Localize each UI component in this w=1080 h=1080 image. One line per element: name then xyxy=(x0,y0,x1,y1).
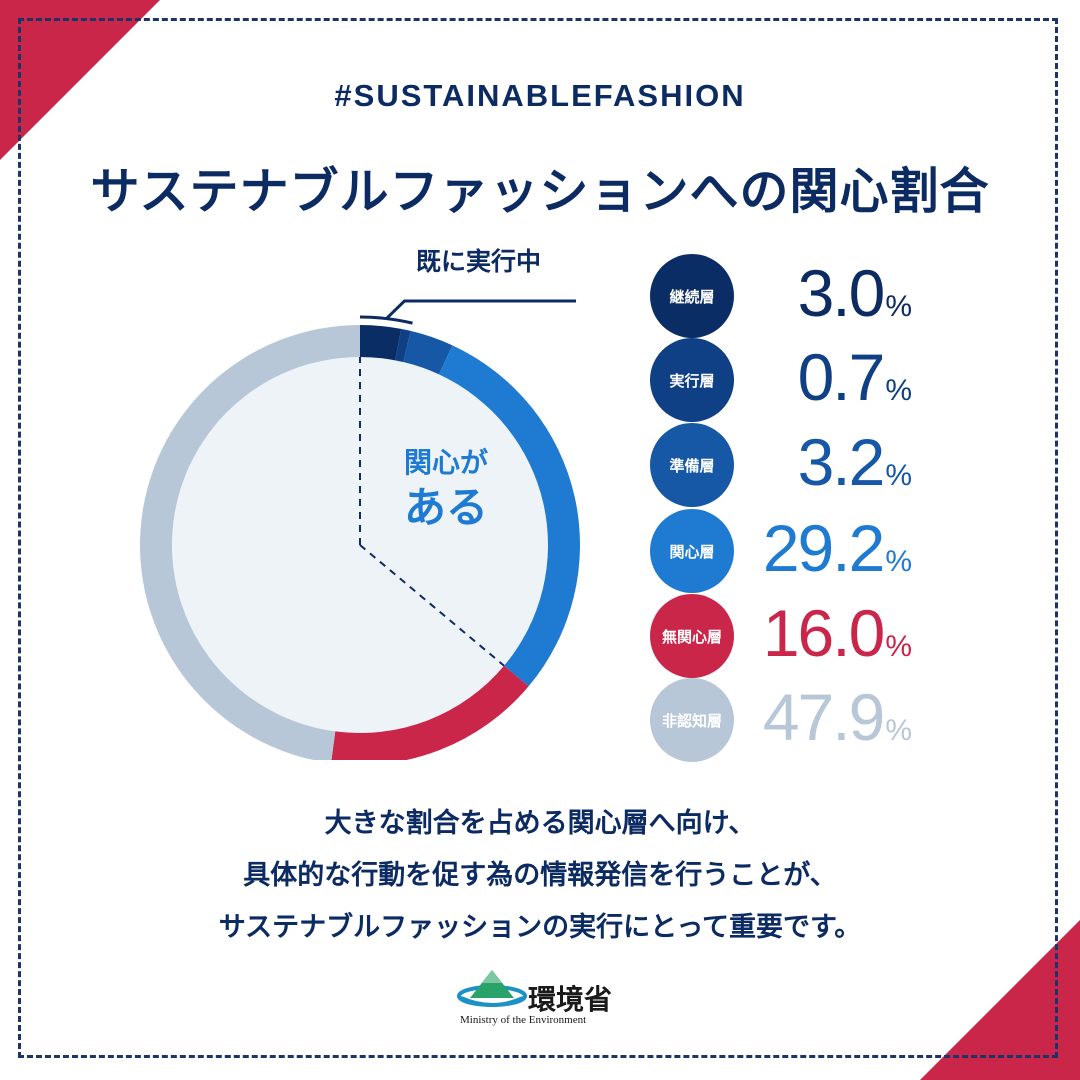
legend-item: 実行層 0.7% xyxy=(650,338,930,422)
value-number: 3.0 xyxy=(797,256,886,330)
percent-sign: % xyxy=(885,459,912,492)
value-number: 16.0 xyxy=(762,596,885,670)
annotation-bracket xyxy=(359,315,413,325)
body-line-2: 具体的な行動を促す為の情報発信を行うことが、 xyxy=(243,860,837,891)
logo-name: 環境省 xyxy=(528,983,613,1016)
donut-slice-実行層 xyxy=(395,328,411,363)
percent-sign: % xyxy=(885,290,912,323)
legend-value: 47.9% xyxy=(763,684,912,750)
legend-badge: 非認知層 xyxy=(650,678,734,762)
donut-slice-継続層 xyxy=(360,325,402,361)
percent-sign: % xyxy=(885,374,912,407)
annotation-leader-line xyxy=(385,299,576,320)
donut-slice-非認知層 xyxy=(140,325,360,760)
corner-triangle-top-left xyxy=(0,0,160,160)
donut-chart: 既に実行中 関心が ある xyxy=(140,247,580,760)
legend-badge: 準備層 xyxy=(650,423,734,507)
donut-slice-無関心層 xyxy=(331,665,529,760)
value-number: 47.9 xyxy=(762,680,885,754)
value-number: 0.7 xyxy=(797,340,886,414)
legend-badge: 実行層 xyxy=(650,338,734,422)
legend-value: 3.0% xyxy=(798,260,912,326)
legend-value: 3.2% xyxy=(798,429,912,495)
body-line-3: サステナブルファッションの実行にとって重要です。 xyxy=(218,912,862,943)
legend-badge: 関心層 xyxy=(650,509,734,593)
value-number: 3.2 xyxy=(797,425,886,499)
divider-line-split xyxy=(359,544,505,667)
donut-slice-準備層 xyxy=(403,330,453,375)
center-label-line2: ある xyxy=(404,483,488,532)
logo-subtitle: Ministry of the Environment xyxy=(460,1014,587,1026)
hashtag: #SUSTAINABLEFASHION xyxy=(334,78,746,113)
percent-sign: % xyxy=(885,545,912,578)
legend-item: 準備層 3.2% xyxy=(650,423,930,507)
legend-item: 非認知層 47.9% xyxy=(650,678,930,762)
legend-item: 無関心層 16.0% xyxy=(650,594,930,678)
legend-item: 関心層 29.2% xyxy=(650,509,930,593)
body-text: 大きな割合を占める関心層へ向け、 具体的な行動を促す為の情報発信を行うことが、 … xyxy=(0,798,1080,954)
corner-triangle-bottom-right xyxy=(920,920,1080,1080)
percent-sign: % xyxy=(885,630,912,663)
legend-badge: 無関心層 xyxy=(650,594,734,678)
legend-value: 0.7% xyxy=(798,344,912,410)
percent-sign: % xyxy=(885,714,912,747)
legend-value: 29.2% xyxy=(763,515,912,581)
center-label-line1: 関心が xyxy=(404,446,488,479)
legend-badge: 継続層 xyxy=(650,254,734,338)
ministry-emblem-icon xyxy=(457,970,527,1007)
value-number: 29.2 xyxy=(762,511,885,585)
body-line-1: 大きな割合を占める関心層へ向け、 xyxy=(324,808,756,839)
annotation-top-label: 既に実行中 xyxy=(416,247,541,276)
ministry-logo: 環境省 Ministry of the Environment xyxy=(456,968,636,1032)
legend-item: 継続層 3.0% xyxy=(650,254,930,338)
page-title: サステナブルファッションへの関心割合 xyxy=(90,163,990,220)
legend-value: 16.0% xyxy=(763,600,912,666)
donut-slice-関心層 xyxy=(438,345,580,687)
